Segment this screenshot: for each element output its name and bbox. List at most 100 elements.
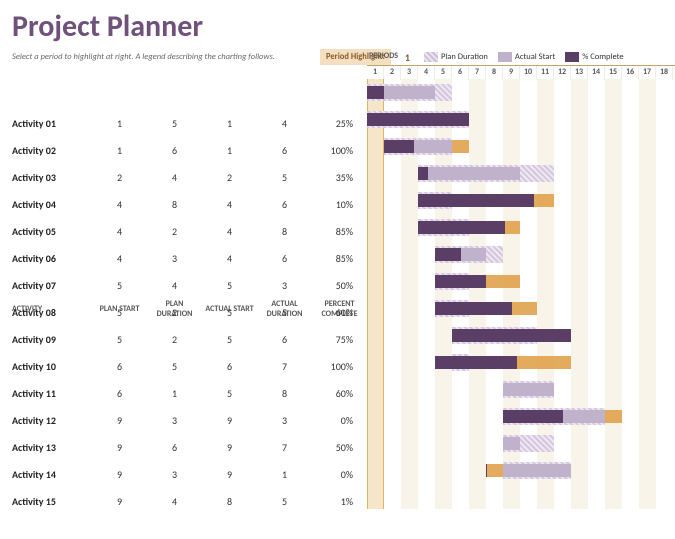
plan-dur: 1: [147, 387, 202, 400]
actual-dur: 1: [257, 468, 312, 481]
complete-bar: [452, 329, 571, 342]
gantt-chart: PERIODS 123456789101112131415161718: [367, 79, 675, 539]
period-header-2: 2: [384, 66, 401, 80]
plan-start: 4: [92, 252, 147, 265]
plan-start: 5: [92, 333, 147, 346]
percent-complete: 100%: [312, 144, 367, 157]
activity-name: Activity 13: [12, 441, 92, 454]
plan-start: 2: [92, 171, 147, 184]
activity-name: Activity 14: [12, 468, 92, 481]
plan-dur: 4: [147, 171, 202, 184]
actual-dur: 5: [257, 495, 312, 508]
percent-complete: 50%: [312, 441, 367, 454]
actual-start: 5: [202, 279, 257, 292]
complete-bar: [435, 248, 461, 261]
percent-complete: 50%: [312, 279, 367, 292]
actual-dur: 8: [257, 225, 312, 238]
actual-start: 2: [202, 171, 257, 184]
complete-bar: [435, 275, 486, 288]
activity-name: Activity 01: [12, 117, 92, 130]
plan-start: 9: [92, 495, 147, 508]
periods-label: PERIODS: [369, 51, 398, 61]
period-header-11: 11: [537, 66, 554, 80]
plan-dur: 6: [147, 441, 202, 454]
actual-start: 4: [202, 225, 257, 238]
actual-start: 1: [202, 144, 257, 157]
actual-dur: 4: [257, 117, 312, 130]
percent-complete: 0%: [312, 468, 367, 481]
period-header-1: 1: [367, 66, 384, 80]
legend-actual: Actual Start: [498, 52, 555, 62]
percent-complete: 35%: [312, 171, 367, 184]
plan-dur: 8: [147, 198, 202, 211]
actual-start: 4: [202, 198, 257, 211]
complete-bar: [435, 356, 517, 369]
period-header-8: 8: [486, 66, 503, 80]
plan-start: 9: [92, 414, 147, 427]
activity-name: Activity 05: [12, 225, 92, 238]
actual-dur: 3: [257, 414, 312, 427]
plan-start: 1: [92, 117, 147, 130]
plan-dur: 3: [147, 468, 202, 481]
complete-bar: [418, 167, 428, 180]
period-header-15: 15: [605, 66, 622, 80]
period-header-16: 16: [622, 66, 639, 80]
actual-dur: 8: [257, 387, 312, 400]
percent-complete: 25%: [312, 117, 367, 130]
actual-start: 9: [202, 414, 257, 427]
plan-dur: 6: [147, 144, 202, 157]
plan-dur: 4: [147, 279, 202, 292]
legend-row: Select a period to highlight at right. A…: [12, 49, 675, 65]
percent-complete: 75%: [312, 333, 367, 346]
plan-start: 9: [92, 468, 147, 481]
plan-dur: 5: [147, 117, 202, 130]
actual-start: 6: [202, 360, 257, 373]
page-title: Project Planner: [12, 8, 675, 45]
actual-start: 5: [202, 387, 257, 400]
percent-complete: 100%: [312, 360, 367, 373]
plan-dur: 3: [147, 252, 202, 265]
percent-complete: 60%: [312, 387, 367, 400]
complete-bar: [418, 221, 505, 234]
activity-name: Activity 02: [12, 144, 92, 157]
period-header-14: 14: [588, 66, 605, 80]
percent-complete: 85%: [312, 252, 367, 265]
plan-start: 9: [92, 441, 147, 454]
actual-start: 5: [202, 333, 257, 346]
actual-start: 4: [202, 252, 257, 265]
activity-name: Activity 03: [12, 171, 92, 184]
period-header-13: 13: [571, 66, 588, 80]
actual-start: 1: [202, 117, 257, 130]
plan-start: 1: [92, 144, 147, 157]
percent-complete: 0%: [312, 414, 367, 427]
percent-complete: 85%: [312, 225, 367, 238]
plan-start: 4: [92, 225, 147, 238]
actual-dur: 7: [257, 441, 312, 454]
period-header-17: 17: [639, 66, 656, 80]
overlap-bar: [418, 167, 520, 180]
activity-name: Activity 04: [12, 198, 92, 211]
plan-start: 6: [92, 360, 147, 373]
plan-start: 4: [92, 198, 147, 211]
plan-start: 5: [92, 279, 147, 292]
actual-start: 9: [202, 441, 257, 454]
actual-dur: 5: [257, 171, 312, 184]
instruction-note: Select a period to highlight at right. A…: [12, 52, 312, 62]
highlight-value[interactable]: 1: [399, 51, 416, 64]
activity-name: Activity 06: [12, 252, 92, 265]
plan-dur: 5: [147, 360, 202, 373]
plan-dur: 4: [147, 495, 202, 508]
complete-bar: [384, 140, 414, 153]
percent-complete: 60%: [312, 306, 367, 319]
activity-name: Activity 09: [12, 333, 92, 346]
activity-name: Activity 07: [12, 279, 92, 292]
plan-dur: 3: [147, 414, 202, 427]
activity-name: Activity 11: [12, 387, 92, 400]
complete-bar: [486, 464, 487, 477]
actual-dur: 7: [257, 360, 312, 373]
actual-start: 9: [202, 468, 257, 481]
actual-dur: 3: [257, 279, 312, 292]
legend-complete: % Complete: [565, 52, 623, 62]
legend-plan: Plan Duration: [424, 52, 488, 62]
plan-dur: 2: [147, 306, 202, 319]
